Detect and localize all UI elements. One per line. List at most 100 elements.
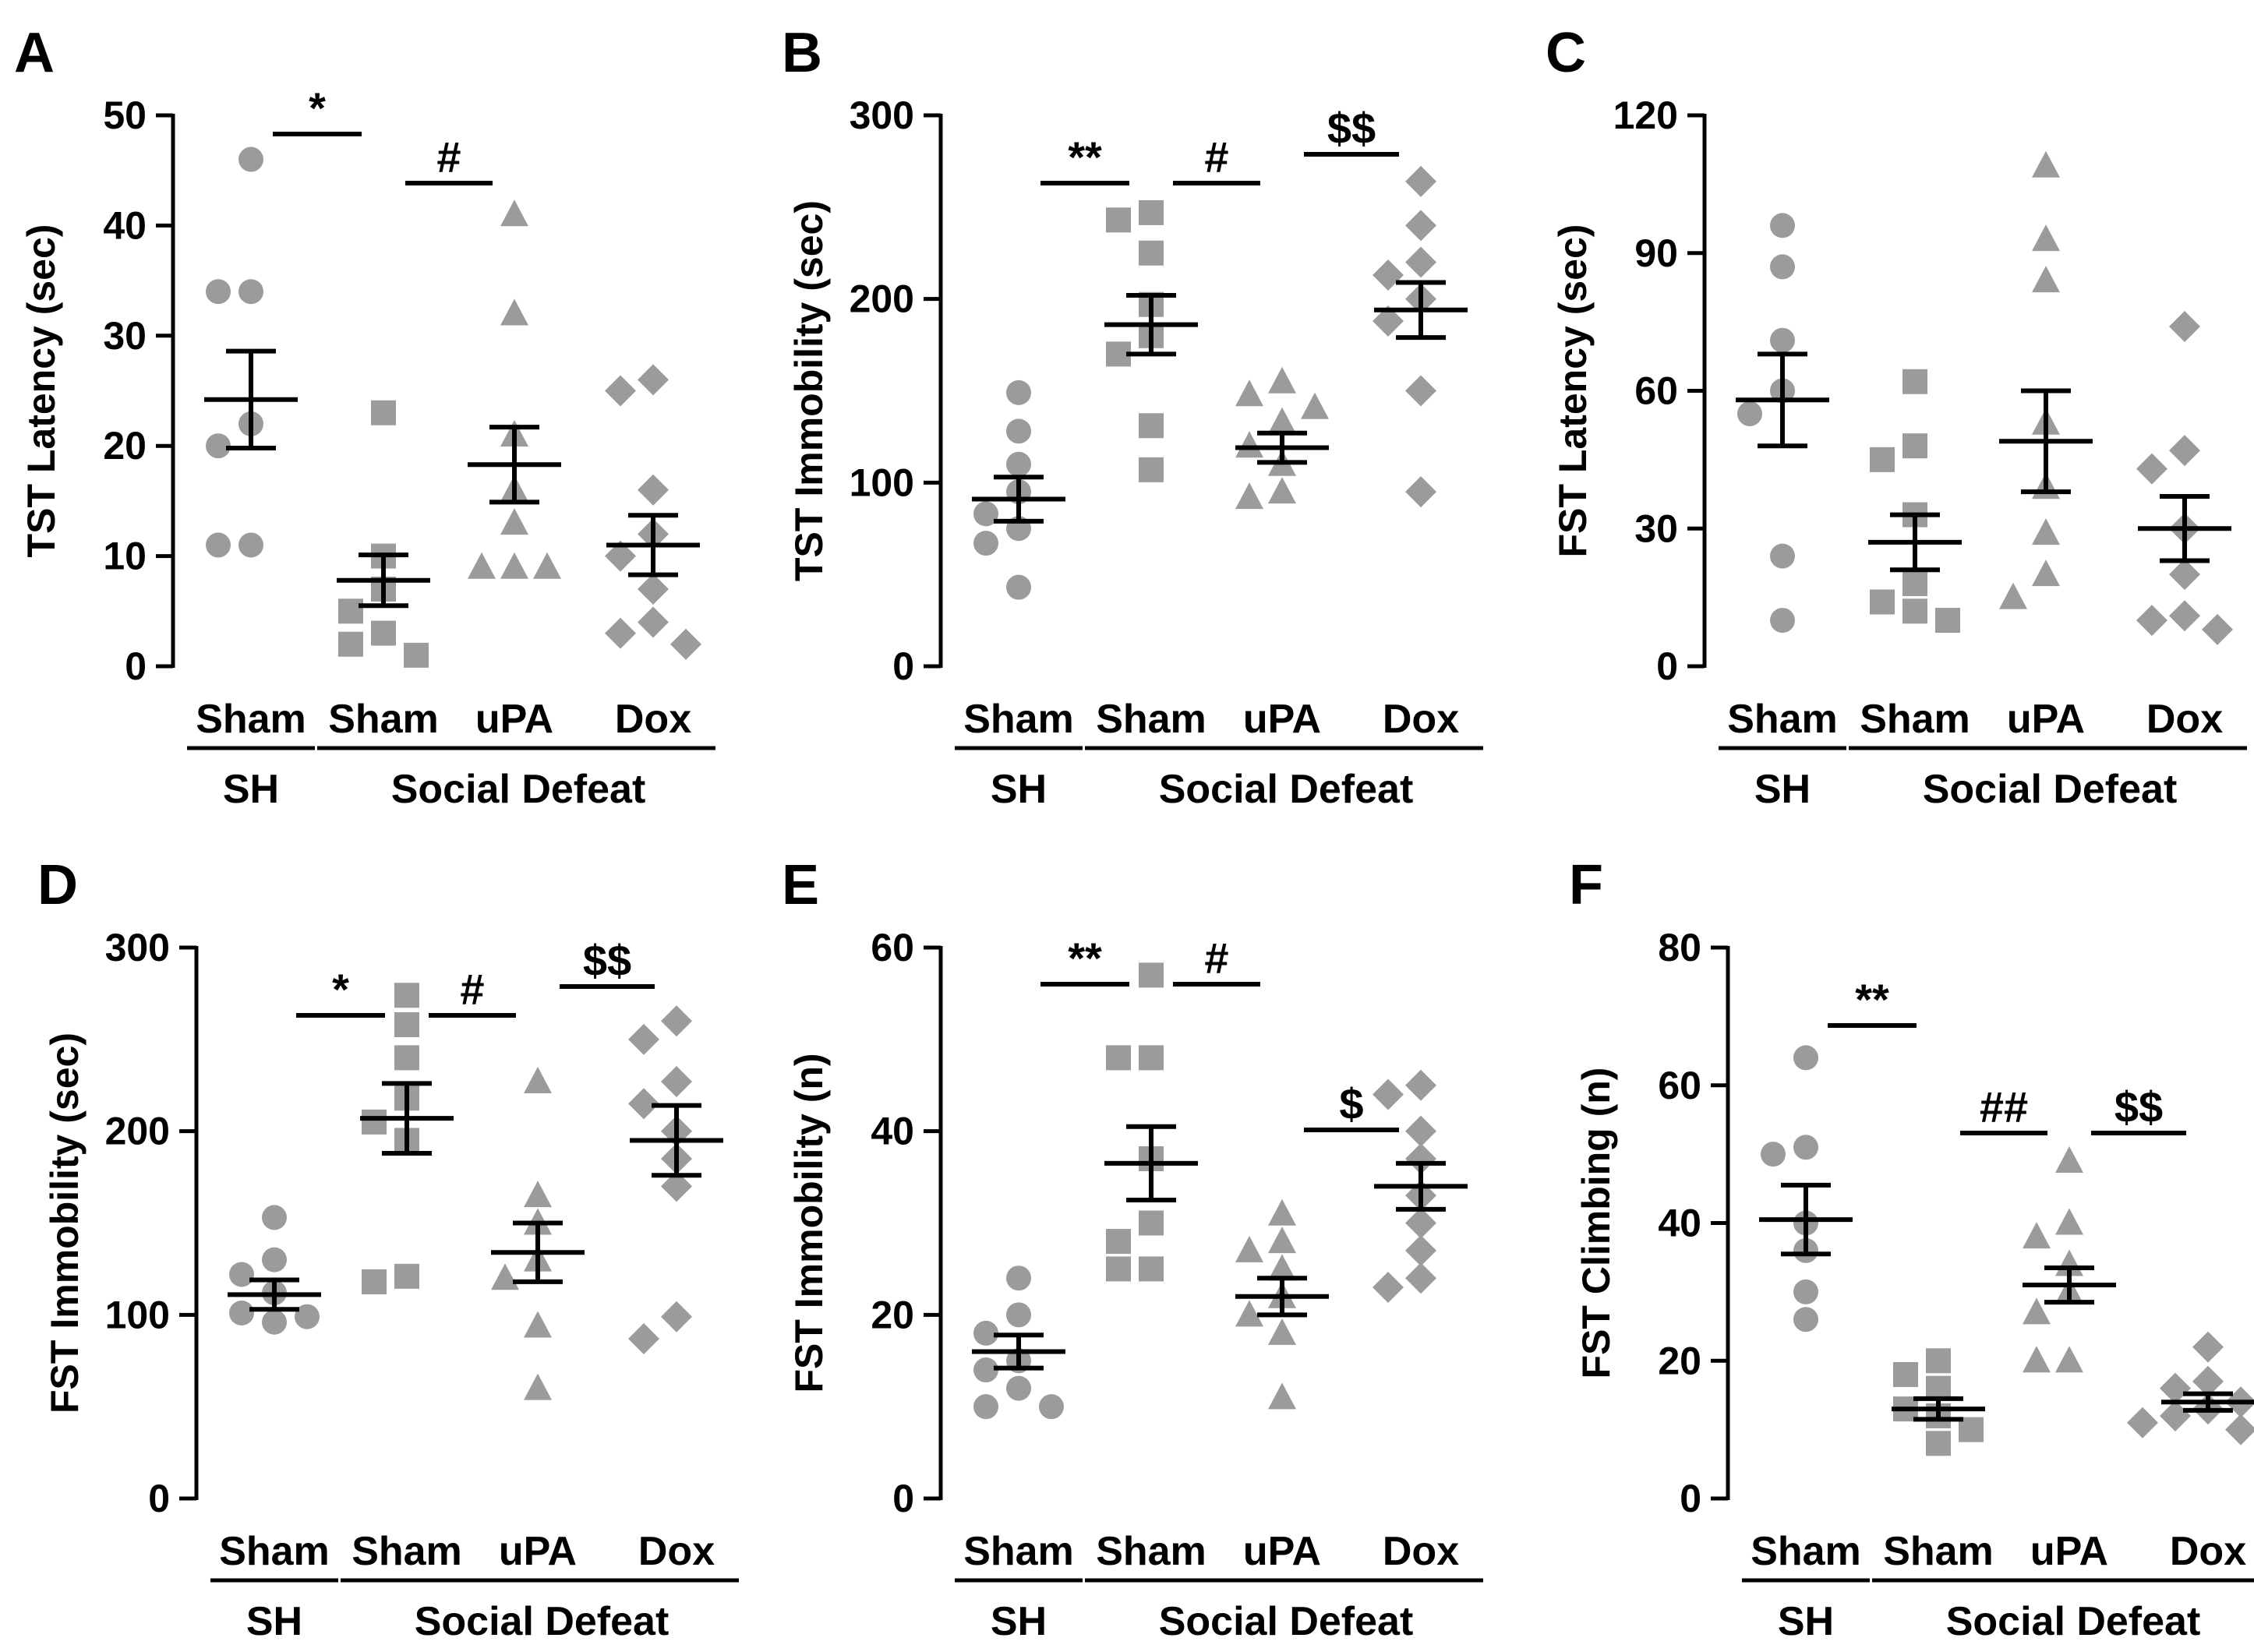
series-1 (337, 400, 430, 668)
x-tick-label: Sham (1096, 697, 1206, 742)
data-point (2169, 559, 2200, 591)
data-point (638, 474, 669, 506)
series-0 (1759, 1045, 1853, 1333)
data-point (2169, 600, 2200, 632)
group-label: SH (1754, 767, 1811, 812)
x-tick-label: uPA (475, 697, 553, 742)
data-point (1870, 447, 1895, 472)
x-tick-label: Sham (219, 1529, 330, 1574)
series-0 (972, 1265, 1065, 1420)
data-point (2023, 1222, 2051, 1249)
x-tick-label: Dox (2146, 697, 2223, 742)
group-label: Social Defeat (415, 1599, 669, 1644)
data-point (1139, 962, 1164, 988)
series-1 (1104, 199, 1198, 482)
data-point (2032, 559, 2060, 587)
data-point (1235, 482, 1263, 510)
data-point (524, 1181, 552, 1208)
data-point (1006, 418, 1031, 444)
data-point (2160, 1400, 2191, 1431)
data-point (1006, 1302, 1031, 1328)
group-label: Social Defeat (1159, 767, 1414, 812)
y-tick-label: 30 (1634, 507, 1678, 550)
series-1 (1104, 962, 1198, 1282)
y-tick-label: 0 (1656, 644, 1678, 688)
data-point (262, 1247, 287, 1273)
data-point (500, 552, 528, 579)
significance-label: # (460, 965, 484, 1014)
y-tick-label: 0 (892, 644, 914, 688)
data-point (1268, 1198, 1296, 1226)
y-tick-label: 90 (1634, 231, 1678, 275)
group-label: SH (991, 1599, 1047, 1644)
significance-label: * (309, 83, 326, 132)
data-point (605, 617, 636, 649)
data-point (206, 532, 231, 558)
data-point (394, 983, 419, 1008)
data-point (605, 375, 636, 407)
y-axis-label: TST Immobility (sec) (787, 200, 831, 581)
data-point (1770, 608, 1795, 634)
series-0 (1736, 213, 1829, 634)
y-tick-label: 60 (871, 926, 914, 969)
series-2 (1235, 366, 1329, 510)
data-point (2192, 1331, 2224, 1363)
data-point (1870, 589, 1895, 615)
y-axis-label: TST Latency (sec) (19, 224, 63, 558)
data-point (206, 433, 231, 459)
significance-label: ## (1980, 1082, 2028, 1131)
x-tick-label: Dox (1383, 697, 1459, 742)
group-label: SH (1778, 1599, 1834, 1644)
x-tick-label: Sham (1860, 697, 1970, 742)
y-tick-label: 40 (103, 203, 147, 247)
y-tick-label: 200 (105, 1110, 170, 1153)
data-point (1139, 199, 1164, 225)
y-tick-label: 0 (1680, 1477, 1701, 1520)
data-point (1902, 433, 1927, 459)
series-3 (2136, 311, 2233, 645)
data-point (638, 574, 669, 605)
data-point (238, 279, 263, 305)
data-point (1405, 246, 1436, 278)
data-point (1106, 1256, 1131, 1282)
data-point (1405, 1069, 1436, 1101)
data-point (1893, 1361, 1918, 1387)
data-point (1405, 210, 1436, 242)
data-point (1405, 1262, 1436, 1294)
data-point (1737, 401, 1762, 426)
data-point (661, 1301, 692, 1333)
data-point (1761, 1142, 1786, 1167)
panel-label: C (1546, 22, 1586, 84)
significance-label: # (436, 132, 461, 182)
x-tick-label: Sham (328, 697, 439, 742)
data-point (661, 1170, 692, 1202)
data-point (661, 1005, 692, 1037)
data-point (638, 606, 669, 638)
data-point (1268, 1382, 1296, 1410)
data-point (973, 1357, 998, 1383)
data-point (206, 279, 231, 305)
data-point (1039, 1394, 1064, 1420)
series-2 (1999, 150, 2093, 609)
y-tick-label: 100 (105, 1293, 170, 1336)
data-point (1405, 1207, 1436, 1239)
data-point (1793, 1135, 1818, 1160)
data-point (1139, 1256, 1164, 1282)
panel-label: D (37, 854, 78, 916)
data-point (1373, 259, 1404, 291)
data-point (394, 1263, 419, 1289)
data-point (1405, 165, 1436, 197)
data-point (973, 501, 998, 527)
data-point (500, 199, 528, 227)
series-2 (468, 199, 561, 579)
data-point (1268, 477, 1296, 504)
data-point (1405, 1234, 1436, 1266)
x-tick-label: Sham (1727, 697, 1838, 742)
series-1 (1892, 1348, 1985, 1456)
y-tick-label: 120 (1613, 94, 1678, 137)
series-0 (204, 146, 298, 558)
group-label: Social Defeat (1159, 1599, 1414, 1644)
data-point (2055, 1208, 2083, 1235)
